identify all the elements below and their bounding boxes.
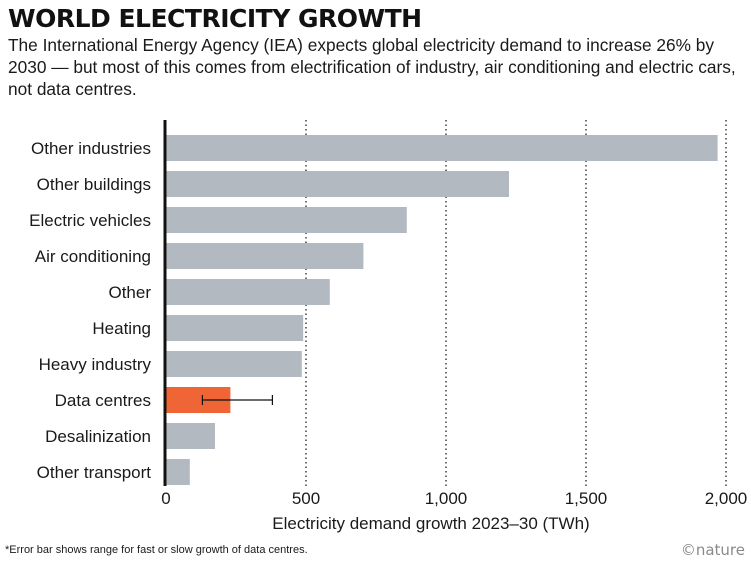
footnote: *Error bar shows range for fast or slow … — [5, 544, 308, 556]
bar-other-buildings — [166, 171, 509, 197]
bar-electric-vehicles — [166, 207, 407, 233]
x-tick-labels: 0 500 1,000 1,500 2,000 — [161, 489, 747, 508]
nature-logo: ©nature — [680, 541, 745, 559]
bar-air-conditioning — [166, 243, 364, 269]
error-bar — [201, 395, 273, 405]
x-tick-label-500: 500 — [292, 489, 320, 508]
category-label-other: Other — [108, 283, 151, 302]
x-tick-label-2000: 2,000 — [705, 489, 748, 508]
category-label-heating: Heating — [92, 319, 151, 338]
bar-other-transport — [166, 459, 190, 485]
category-label-desalinization: Desalinization — [45, 427, 151, 446]
bars — [166, 135, 718, 485]
category-label-data-centres: Data centres — [55, 391, 151, 410]
x-tick-label-1000: 1,000 — [425, 489, 468, 508]
x-tick-label-0: 0 — [161, 489, 170, 508]
bar-desalinization — [166, 423, 215, 449]
x-axis-title: Electricity demand growth 2023–30 (TWh) — [272, 514, 589, 533]
bar-heating — [166, 315, 304, 341]
chart-title: WORLD ELECTRICITY GROWTH — [8, 4, 422, 33]
bar-other — [166, 279, 330, 305]
bar-other-industries — [166, 135, 718, 161]
category-label-heavy-industry: Heavy industry — [39, 355, 152, 374]
category-label-other-industries: Other industries — [31, 139, 151, 158]
category-label-other-buildings: Other buildings — [37, 175, 151, 194]
category-label-other-transport: Other transport — [37, 463, 152, 482]
chart-subtitle: The International Energy Agency (IEA) ex… — [8, 35, 736, 99]
category-labels: Other industries Other buildings Electric … — [29, 139, 151, 482]
x-tick-label-1500: 1,500 — [565, 489, 608, 508]
category-label-electric-vehicles: Electric vehicles — [29, 211, 151, 230]
category-label-air-conditioning: Air conditioning — [35, 247, 151, 266]
bar-heavy-industry — [166, 351, 302, 377]
